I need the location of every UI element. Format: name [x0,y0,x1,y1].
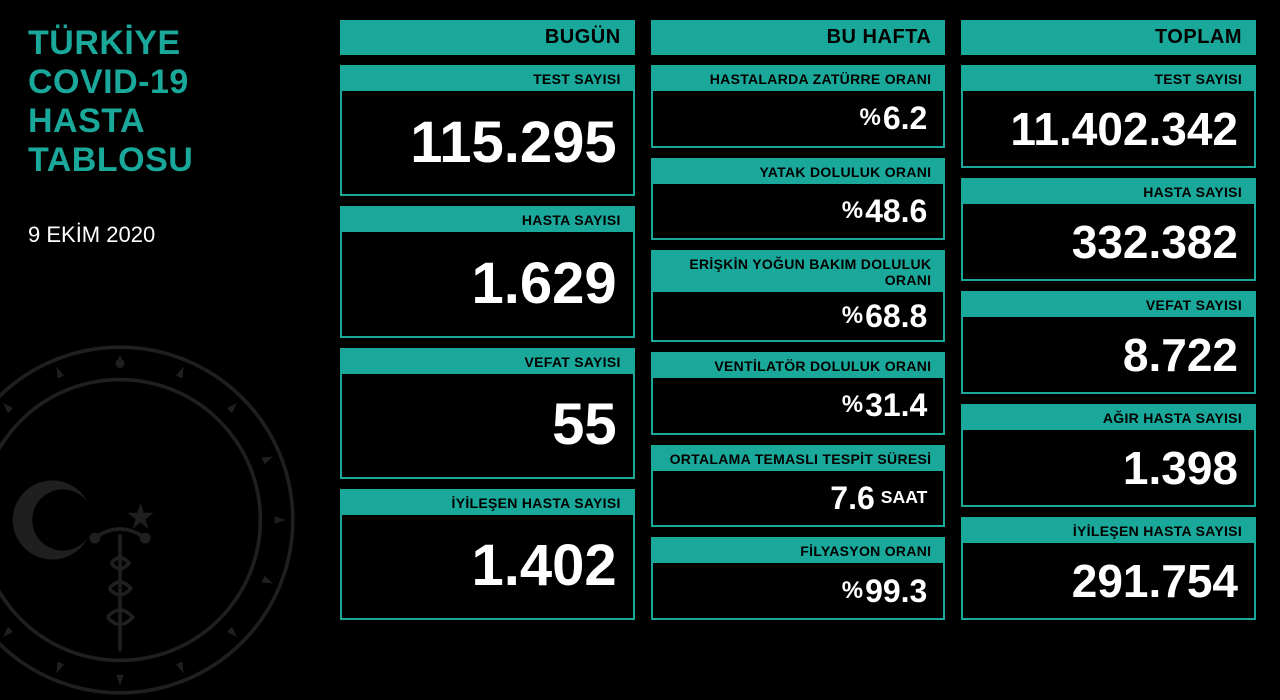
stats-columns: BUGÜN TEST SAYISI 115.295 HASTA SAYISI 1… [340,20,1256,620]
stat-value: 291.754 [963,543,1254,618]
column-today: BUGÜN TEST SAYISI 115.295 HASTA SAYISI 1… [340,20,635,620]
stat-label: VEFAT SAYISI [963,293,1254,317]
stat-value: %99.3 [653,563,944,618]
stat-card: HASTALARDA ZATÜRRE ORANI %6.2 [651,65,946,148]
title-line: COVID-19 [28,63,328,102]
stat-label: AĞIR HASTA SAYISI [963,406,1254,430]
stat-card: TEST SAYISI 115.295 [340,65,635,196]
title-line: TABLOSU [28,141,328,180]
header-panel: TÜRKİYE COVID-19 HASTA TABLOSU 9 EKİM 20… [28,20,328,620]
stat-card: YATAK DOLULUK ORANI %48.6 [651,158,946,241]
stat-card: İYİLEŞEN HASTA SAYISI 1.402 [340,489,635,620]
stat-number: 99.3 [865,575,927,607]
stat-card: İYİLEŞEN HASTA SAYISI 291.754 [961,517,1256,620]
stat-card: ERİŞKİN YOĞUN BAKIM DOLULUK ORANI %68.8 [651,250,946,342]
stat-label: TEST SAYISI [963,67,1254,91]
stat-label: İYİLEŞEN HASTA SAYISI [342,491,633,515]
stat-label: İYİLEŞEN HASTA SAYISI [963,519,1254,543]
stat-number: 7.6 [830,482,874,514]
stat-value: 55 [342,374,633,477]
stat-card: ORTALAMA TEMASLI TESPİT SÜRESİ 7.6 SAAT [651,445,946,528]
stat-number: 6.2 [883,102,927,134]
column-header-total: TOPLAM [961,20,1256,55]
stat-value: 8.722 [963,317,1254,392]
percent-sign: % [842,199,863,223]
stat-label: VENTİLATÖR DOLULUK ORANI [653,354,944,378]
stat-label: TEST SAYISI [342,67,633,91]
stat-number: 48.6 [865,195,927,227]
title-line: TÜRKİYE [28,24,328,63]
column-week: BU HAFTA HASTALARDA ZATÜRRE ORANI %6.2 Y… [651,20,946,620]
stat-value: %68.8 [653,292,944,340]
percent-sign: % [860,106,881,130]
stat-label: VEFAT SAYISI [342,350,633,374]
column-total: TOPLAM TEST SAYISI 11.402.342 HASTA SAYI… [961,20,1256,620]
percent-sign: % [842,304,863,328]
stat-value: 1.398 [963,430,1254,505]
stat-number: 68.8 [865,300,927,332]
stat-card: HASTA SAYISI 1.629 [340,206,635,337]
stat-card: VEFAT SAYISI 55 [340,348,635,479]
stat-card: AĞIR HASTA SAYISI 1.398 [961,404,1256,507]
report-date: 9 EKİM 2020 [28,222,328,248]
stat-label: FİLYASYON ORANI [653,539,944,563]
page-title: TÜRKİYE COVID-19 HASTA TABLOSU [28,24,328,180]
stat-value: 332.382 [963,204,1254,279]
stat-value: %6.2 [653,91,944,146]
stat-card: FİLYASYON ORANI %99.3 [651,537,946,620]
stat-value: 1.402 [342,515,633,618]
stat-card: VEFAT SAYISI 8.722 [961,291,1256,394]
stat-number: 31.4 [865,389,927,421]
stat-value: 7.6 SAAT [653,471,944,526]
column-header-today: BUGÜN [340,20,635,55]
stat-card: VENTİLATÖR DOLULUK ORANI %31.4 [651,352,946,435]
stat-value: %31.4 [653,378,944,433]
stat-label: HASTA SAYISI [963,180,1254,204]
unit-label: SAAT [881,489,928,507]
dashboard-container: TÜRKİYE COVID-19 HASTA TABLOSU 9 EKİM 20… [0,0,1280,640]
stat-value: 115.295 [342,91,633,194]
percent-sign: % [842,579,863,603]
stat-value: %48.6 [653,184,944,239]
stat-card: TEST SAYISI 11.402.342 [961,65,1256,168]
percent-sign: % [842,393,863,417]
stat-value: 11.402.342 [963,91,1254,166]
title-line: HASTA [28,102,328,141]
stat-label: YATAK DOLULUK ORANI [653,160,944,184]
stat-label: HASTALARDA ZATÜRRE ORANI [653,67,944,91]
stat-label: ORTALAMA TEMASLI TESPİT SÜRESİ [653,447,944,471]
stat-value: 1.629 [342,232,633,335]
column-header-week: BU HAFTA [651,20,946,55]
stat-label: ERİŞKİN YOĞUN BAKIM DOLULUK ORANI [653,252,944,292]
stat-card: HASTA SAYISI 332.382 [961,178,1256,281]
stat-label: HASTA SAYISI [342,208,633,232]
